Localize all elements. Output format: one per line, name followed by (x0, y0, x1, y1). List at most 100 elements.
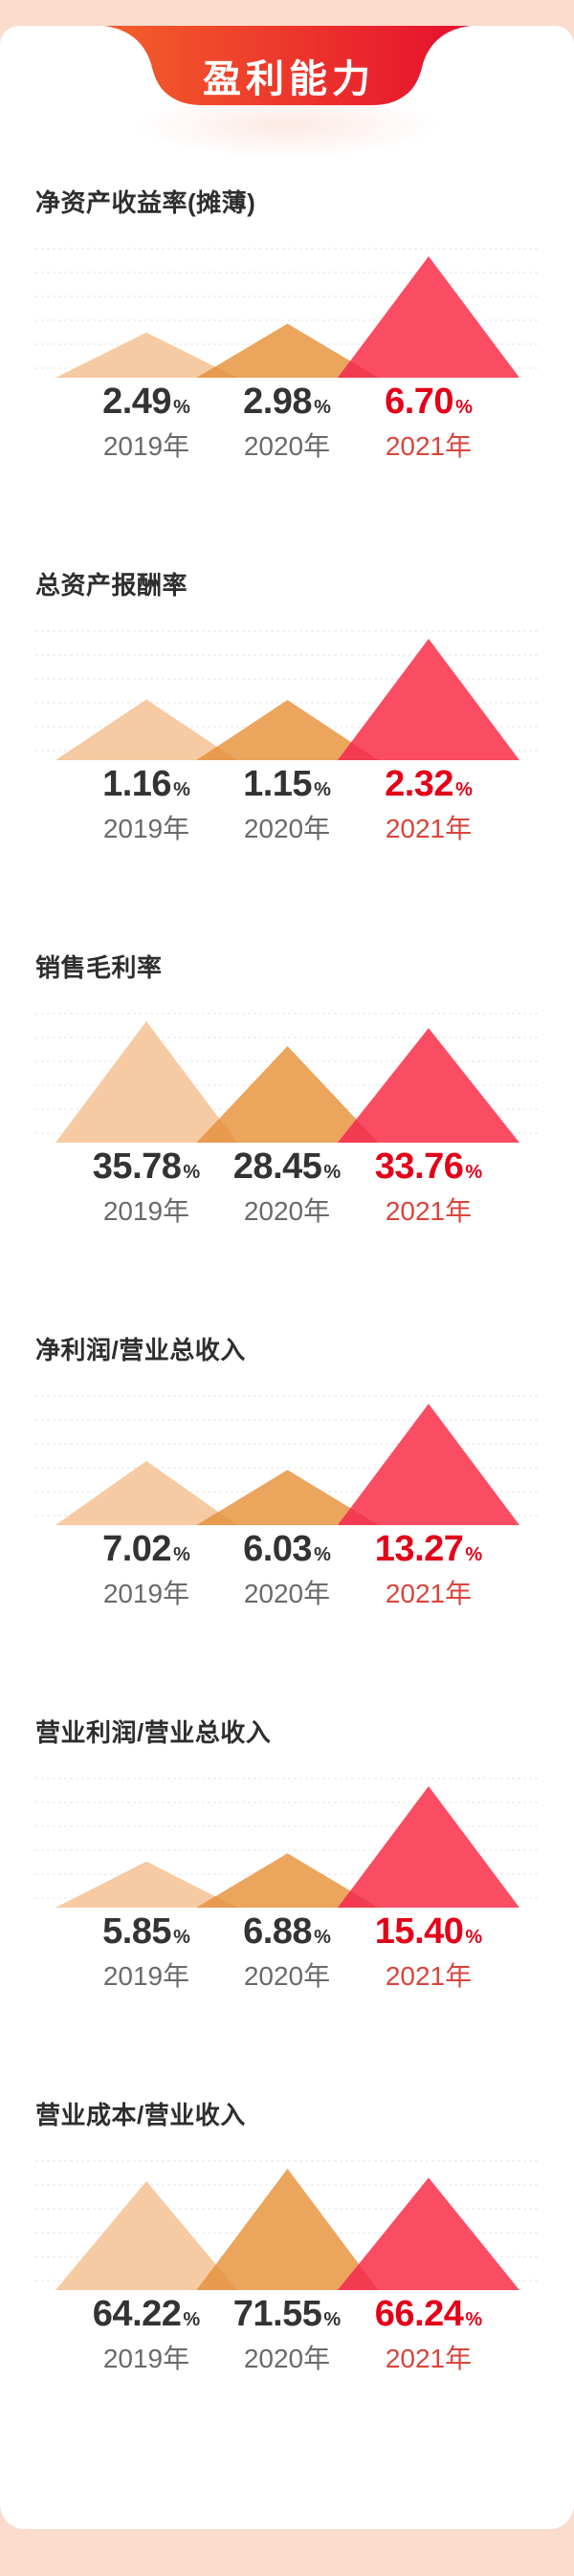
triangle-2021 (338, 256, 519, 378)
value-label-2020: 6.03% (196, 1529, 378, 1570)
year-label: 2021年 (385, 1961, 473, 1991)
year-label: 2019年 (102, 814, 190, 843)
badge-title: 盈利能力 (203, 58, 375, 100)
year-label-cell: 2019年 (55, 2338, 237, 2376)
metric-value: 71.55 (232, 2294, 322, 2334)
percent-sign: % (465, 1162, 483, 1183)
metric-value: 7.02 (102, 1529, 172, 1569)
value-label-2020: 71.55% (196, 2294, 378, 2335)
year-label-cell: 2019年 (55, 426, 237, 464)
percent-sign: % (314, 397, 331, 418)
metric-title: 营业成本/营业收入 (35, 2101, 246, 2129)
metric-value: 2.32 (385, 764, 454, 804)
year-label: 2021年 (385, 1579, 473, 1608)
triangle-2019 (55, 2181, 237, 2290)
metric-title: 销售毛利率 (35, 953, 163, 982)
metric-section: 总资产报酬率 1.16% 1.15% 2.32% 2019年 2020年 2021年 (0, 571, 574, 953)
percent-sign: % (314, 1544, 331, 1565)
percent-sign: % (455, 779, 473, 800)
year-row: 2019年 2020年 2021年 (0, 2338, 574, 2373)
triangle-2019 (55, 1021, 237, 1143)
value-label-2019: 5.85% (55, 1911, 237, 1953)
year-row: 2019年 2020年 2021年 (0, 1190, 574, 1226)
year-label: 2021年 (385, 2344, 473, 2373)
overlap-patch (196, 2264, 237, 2290)
year-label: 2020年 (243, 2344, 331, 2373)
metric-title: 净利润/营业总收入 (35, 1336, 246, 1364)
value-row: 64.22% 71.55% 66.24% (0, 2294, 574, 2334)
value-label-2020: 6.88% (196, 1911, 378, 1953)
year-label: 2020年 (243, 431, 331, 461)
value-label-2020: 28.45% (196, 1146, 378, 1188)
triangle-2020 (196, 2169, 379, 2290)
triangle-2019 (55, 699, 237, 760)
metric-section: 营业成本/营业收入 64.22% 71.55% 66.24% 2019年 2020年 2… (0, 2101, 574, 2483)
metric-title: 总资产报酬率 (35, 571, 188, 600)
year-label-cell: 2020年 (196, 1573, 378, 1611)
year-label: 2021年 (385, 431, 473, 461)
percent-sign: % (465, 1544, 483, 1565)
metric-value: 2.98 (243, 382, 313, 422)
value-label-2019: 1.16% (55, 764, 237, 805)
value-label-2021: 33.76% (338, 1146, 519, 1188)
year-label-cell: 2021年 (338, 426, 519, 464)
triangle-2021 (338, 2177, 519, 2290)
year-label-cell: 2020年 (196, 1190, 378, 1229)
year-label-cell: 2019年 (55, 808, 237, 846)
overlap-patch (338, 1508, 379, 1525)
year-label: 2019年 (102, 1961, 190, 1991)
metric-value: 66.24 (374, 2294, 464, 2334)
percent-sign: % (314, 1927, 331, 1948)
metric-value: 5.85 (102, 1911, 172, 1952)
overlap-patch (338, 360, 379, 378)
year-label-cell: 2020年 (196, 426, 378, 464)
value-label-2019: 64.22% (55, 2294, 237, 2335)
percent-sign: % (183, 1162, 201, 1183)
year-row: 2019年 2020年 2021年 (0, 808, 574, 843)
value-label-2021: 6.70% (338, 382, 519, 423)
value-label-2019: 7.02% (55, 1529, 237, 1570)
triangle-2020 (196, 1853, 379, 1908)
metric-title: 净资产收益率(摊薄) (35, 188, 256, 217)
triangle-2021 (338, 639, 519, 760)
year-label: 2020年 (243, 814, 331, 843)
triangle-2020 (196, 1470, 379, 1525)
year-label: 2019年 (102, 431, 190, 461)
year-label-cell: 2021年 (338, 1955, 519, 1994)
overlap-patch (196, 366, 237, 378)
metric-value: 2.49 (102, 382, 172, 422)
percent-sign: % (173, 397, 190, 418)
overlap-patch (196, 1118, 237, 1143)
badge-ribbon-shape: 盈利能力 (103, 26, 471, 105)
metric-value: 15.40 (374, 1911, 464, 1952)
percent-sign: % (314, 779, 331, 800)
year-label: 2020年 (243, 1961, 331, 1991)
metric-value: 1.16 (102, 764, 172, 804)
year-label-cell: 2019年 (55, 1573, 237, 1611)
metric-section: 营业利润/营业总收入 5.85% 6.88% 15.40% 2019年 2020年 20… (0, 1718, 574, 2101)
year-label: 2019年 (102, 1196, 190, 1226)
triangle-chart (35, 1395, 539, 1525)
year-label-cell: 2021年 (338, 808, 519, 846)
triangle-2021 (338, 1028, 519, 1143)
metric-title: 营业利润/营业总收入 (35, 1718, 272, 1747)
metric-section: 销售毛利率 35.78% 28.45% 33.76% 2019年 2020年 2021年 (0, 953, 574, 1336)
year-label-cell: 2019年 (55, 1190, 237, 1229)
value-label-2021: 2.32% (338, 764, 519, 805)
percent-sign: % (323, 1162, 342, 1183)
metric-section: 净资产收益率(摊薄) 2.49% 2.98% 6.70% 2019年 2020年 202… (0, 188, 574, 571)
metric-value: 13.27 (374, 1529, 464, 1569)
value-row: 1.16% 1.15% 2.32% (0, 764, 574, 804)
percent-sign: % (173, 1544, 190, 1565)
percent-sign: % (465, 1927, 483, 1948)
overlap-patch (338, 742, 379, 760)
percent-sign: % (173, 1927, 190, 1948)
year-label-cell: 2020年 (196, 2338, 378, 2376)
year-label: 2021年 (385, 814, 473, 843)
overlap-patch (196, 746, 237, 760)
year-label-cell: 2021年 (338, 1573, 519, 1611)
value-row: 5.85% 6.88% 15.40% (0, 1911, 574, 1952)
year-row: 2019年 2020年 2021年 (0, 1955, 574, 1991)
year-label: 2020年 (243, 1196, 331, 1226)
year-label-cell: 2021年 (338, 1190, 519, 1229)
